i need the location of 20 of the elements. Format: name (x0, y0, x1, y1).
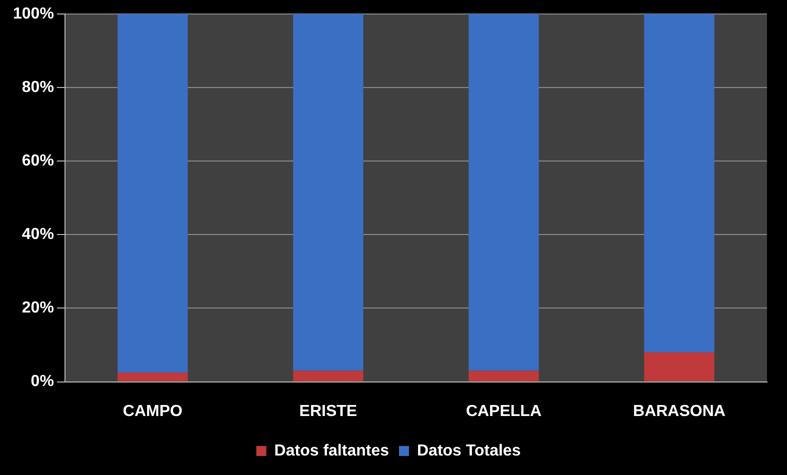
x-tick-label: CAMPO (122, 402, 182, 420)
bar (468, 14, 539, 371)
y-tick-label: 100% (13, 5, 54, 22)
y-tick-label: 0% (30, 373, 54, 390)
y-tick-label: 40% (22, 226, 54, 244)
y-tick-label: 80% (22, 78, 54, 96)
bar (118, 14, 188, 373)
x-tick-label: BARASONA (633, 402, 726, 420)
x-tick-label: CAPELLA (466, 402, 542, 420)
x-tick-label: ERISTE (299, 402, 358, 420)
y-tick-label: 60% (22, 152, 54, 170)
bar (644, 14, 714, 352)
bar (293, 14, 364, 371)
bar (468, 370, 539, 382)
bar (644, 352, 714, 382)
legend-label: Datos Totales (416, 442, 521, 460)
y-tick-label: 20% (22, 300, 54, 317)
legend-label: Datos faltantes (274, 442, 390, 460)
bar (118, 372, 188, 382)
bar (293, 370, 364, 382)
